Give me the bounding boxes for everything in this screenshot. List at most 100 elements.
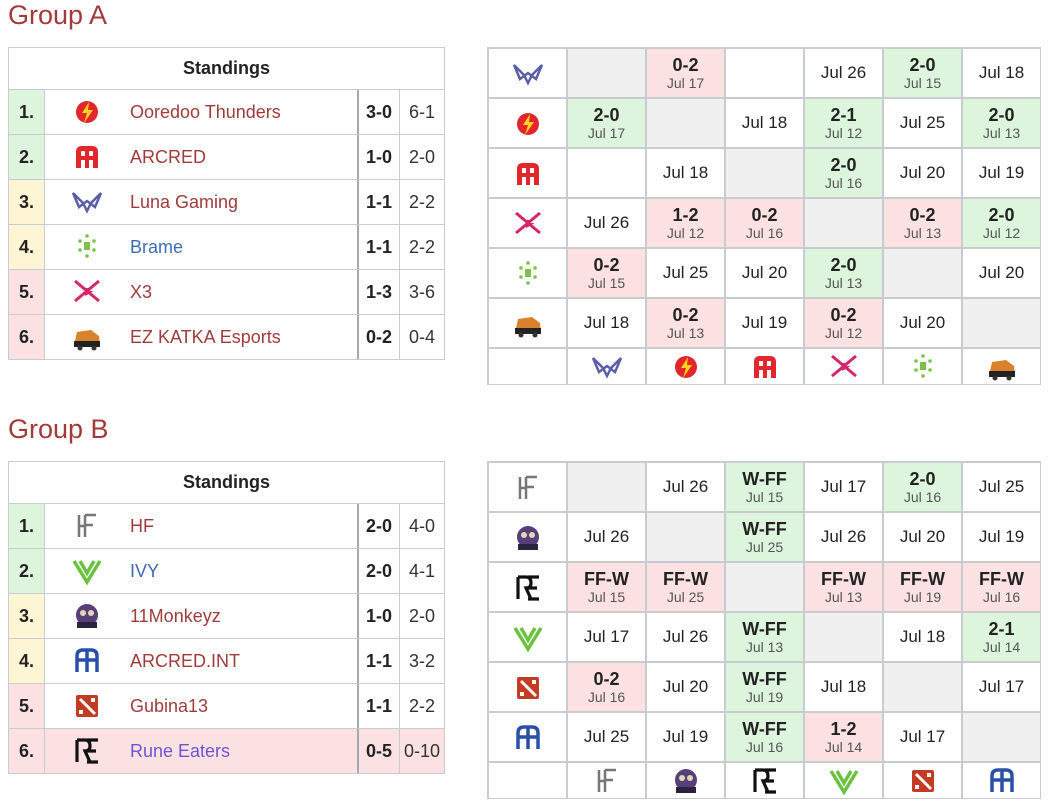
match-date: Jul 12: [982, 225, 1021, 241]
match-date: Jul 20: [978, 263, 1025, 282]
row-logo-cell: [488, 298, 567, 348]
match-score: 2-0: [988, 205, 1015, 225]
match-date: Jul 26: [583, 527, 630, 546]
column-logo-cell: [962, 762, 1041, 799]
game-score: 2-0: [408, 146, 435, 167]
match-cell: Jul 18: [962, 48, 1041, 98]
team-logo: [518, 475, 537, 499]
match-date: Jul 16: [982, 589, 1021, 605]
match-cell: 2-0 Jul 16: [883, 462, 962, 512]
match-date: Jul 25: [583, 727, 630, 746]
match-cell: [962, 712, 1041, 762]
match-score: 2-0: [593, 105, 620, 125]
game-score: 6-1: [408, 101, 435, 122]
team-logo: [72, 560, 102, 586]
match-score: FF-W: [900, 569, 945, 589]
series-score: 1-1: [357, 639, 400, 683]
row-logo-cell: [488, 562, 567, 612]
row-logo-cell: [488, 662, 567, 712]
match-cell: 0-2 Jul 13: [883, 198, 962, 248]
match-cell: 0-2 Jul 17: [646, 48, 725, 98]
match-score: 2-1: [988, 619, 1015, 639]
match-score: 1-2: [830, 719, 857, 739]
match-date: Jul 13: [824, 275, 863, 291]
match-cell: Jul 20: [883, 298, 962, 348]
match-date: Jul 16: [903, 489, 942, 505]
standings-row: 3. Luna Gaming 1-1 2-2: [9, 180, 444, 225]
team-logo: [829, 770, 859, 796]
team-name[interactable]: HF: [130, 515, 154, 536]
team-logo: [76, 604, 98, 628]
row-logo-cell: [488, 148, 567, 198]
match-date: Jul 12: [666, 225, 705, 241]
match-date: Jul 13: [982, 125, 1021, 141]
column-logo-cell: [962, 348, 1041, 385]
match-date: Jul 15: [903, 75, 942, 91]
match-cell: W-FF Jul 25: [725, 512, 804, 562]
team-name[interactable]: ARCRED.INT: [130, 650, 241, 671]
match-date: Jul 13: [745, 639, 784, 655]
team-name[interactable]: IVY: [130, 560, 160, 581]
match-score: FF-W: [584, 569, 629, 589]
match-cell: 2-0 Jul 12: [962, 198, 1041, 248]
match-cell: 0-2 Jul 12: [804, 298, 883, 348]
team-logo: [76, 146, 98, 168]
group-title: Group B: [8, 414, 109, 444]
series-score: 1-0: [357, 135, 400, 179]
match-cell: Jul 20: [883, 512, 962, 562]
column-logo-cell: [883, 762, 962, 799]
team-name[interactable]: EZ KATKA Esports: [130, 326, 281, 347]
match-cell: [804, 612, 883, 662]
match-date: Jul 20: [741, 263, 788, 282]
match-cell: 1-2 Jul 14: [804, 712, 883, 762]
game-score: 2-2: [408, 695, 435, 716]
rank: 6.: [9, 315, 45, 359]
game-score: 0-10: [403, 740, 441, 761]
team-logo: [597, 768, 616, 792]
team-name[interactable]: 11Monkeyz: [130, 605, 221, 626]
team-logo: [912, 770, 934, 792]
team-logo: [675, 356, 697, 378]
row-logo-cell: [488, 712, 567, 762]
standings-row: 4. ARCRED.INT 1-1 3-2: [9, 639, 444, 684]
match-date: Jul 20: [662, 677, 709, 696]
match-date: Jul 25: [899, 113, 946, 132]
match-date: Jul 14: [982, 639, 1021, 655]
team-logo: [517, 677, 539, 699]
match-date: Jul 26: [820, 527, 867, 546]
team-logo: [517, 113, 539, 135]
team-name[interactable]: Luna Gaming: [130, 191, 239, 212]
match-score: 0-2: [751, 205, 778, 225]
match-date: Jul 18: [978, 63, 1025, 82]
match-cell: 0-2 Jul 16: [567, 662, 646, 712]
match-cell: Jul 19: [646, 712, 725, 762]
series-score: 1-0: [357, 594, 400, 638]
match-cell: 2-0 Jul 17: [567, 98, 646, 148]
match-date: Jul 18: [741, 113, 788, 132]
match-date: Jul 20: [899, 527, 946, 546]
match-date: Jul 19: [978, 163, 1025, 182]
team-name[interactable]: Gubina13: [130, 695, 209, 716]
match-score: 2-0: [830, 255, 857, 275]
team-name[interactable]: ARCRED: [130, 146, 207, 167]
match-score: 2-0: [830, 155, 857, 175]
rank: 5.: [9, 684, 45, 728]
match-cell: W-FF Jul 15: [725, 462, 804, 512]
team-logo: [675, 769, 697, 793]
team-name[interactable]: Brame: [130, 236, 184, 257]
match-date: Jul 19: [662, 727, 709, 746]
team-name[interactable]: Rune Eaters: [130, 740, 231, 761]
match-cell: W-FF Jul 13: [725, 612, 804, 662]
match-score: W-FF: [742, 619, 787, 639]
corner-cell: [488, 348, 567, 385]
match-cell: 2-1 Jul 14: [962, 612, 1041, 662]
match-date: Jul 19: [903, 589, 942, 605]
match-cell: FF-W Jul 13: [804, 562, 883, 612]
match-cell: Jul 17: [567, 612, 646, 662]
rank: 5.: [9, 270, 45, 314]
team-name[interactable]: X3: [130, 281, 153, 302]
team-logo: [517, 526, 539, 550]
match-score: W-FF: [742, 519, 787, 539]
match-date: Jul 25: [978, 477, 1025, 496]
team-name[interactable]: Ooredoo Thunders: [130, 101, 281, 122]
